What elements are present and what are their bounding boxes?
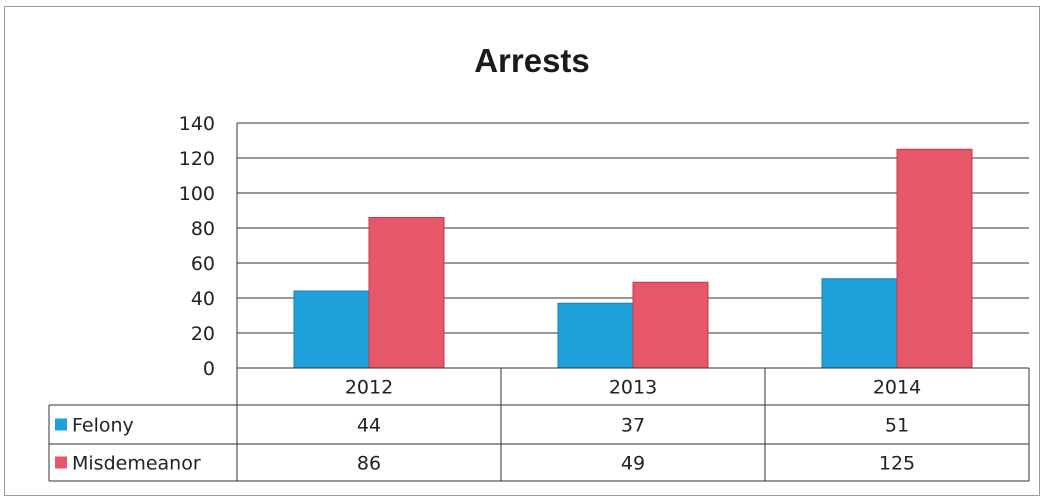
table-value: 51 bbox=[885, 415, 909, 437]
y-tick-label: 60 bbox=[191, 253, 215, 275]
arrests-chart: Arrests 0 20 40 60 80 100 120 140 2012 2013 2014 F… bbox=[48, 42, 1030, 482]
y-tick-label: 120 bbox=[179, 148, 215, 170]
y-tick-label: 80 bbox=[191, 218, 215, 240]
bars bbox=[293, 148, 973, 369]
legend-swatch-felony bbox=[55, 418, 67, 431]
bar-misdemeanor-2014 bbox=[896, 148, 973, 369]
bar-felony-2012 bbox=[293, 290, 370, 369]
y-tick-label: 140 bbox=[179, 113, 215, 135]
y-tick-label: 20 bbox=[191, 323, 215, 345]
category-label: 2014 bbox=[873, 377, 921, 399]
table-value: 49 bbox=[621, 453, 645, 475]
series-label-felony: Felony bbox=[72, 415, 134, 437]
y-tick-label: 40 bbox=[191, 288, 215, 310]
y-tick-label: 100 bbox=[179, 183, 215, 205]
chart-title: Arrests bbox=[474, 42, 590, 79]
table-value: 37 bbox=[621, 415, 645, 437]
legend-swatch-misdemeanor bbox=[55, 456, 67, 469]
bar-felony-2014 bbox=[821, 278, 898, 369]
table-value: 125 bbox=[879, 453, 915, 475]
table-value: 44 bbox=[357, 415, 381, 437]
y-axis-tick-labels: 0 20 40 60 80 100 120 140 bbox=[179, 113, 215, 380]
bar-felony-2013 bbox=[557, 302, 634, 369]
chart-frame: Arrests 0 20 40 60 80 100 120 140 2012 2013 2014 F… bbox=[4, 6, 1040, 496]
series-label-misdemeanor: Misdemeanor bbox=[72, 453, 201, 475]
y-tick-label: 0 bbox=[203, 358, 215, 380]
category-label: 2013 bbox=[609, 377, 657, 399]
data-table: 2012 2013 2014 Felony 44 37 51 Misdemeanor 86 49 1… bbox=[48, 367, 1030, 482]
table-value: 86 bbox=[357, 453, 381, 475]
category-label: 2012 bbox=[345, 377, 393, 399]
bar-misdemeanor-2012 bbox=[368, 217, 445, 369]
bar-misdemeanor-2013 bbox=[632, 281, 709, 369]
